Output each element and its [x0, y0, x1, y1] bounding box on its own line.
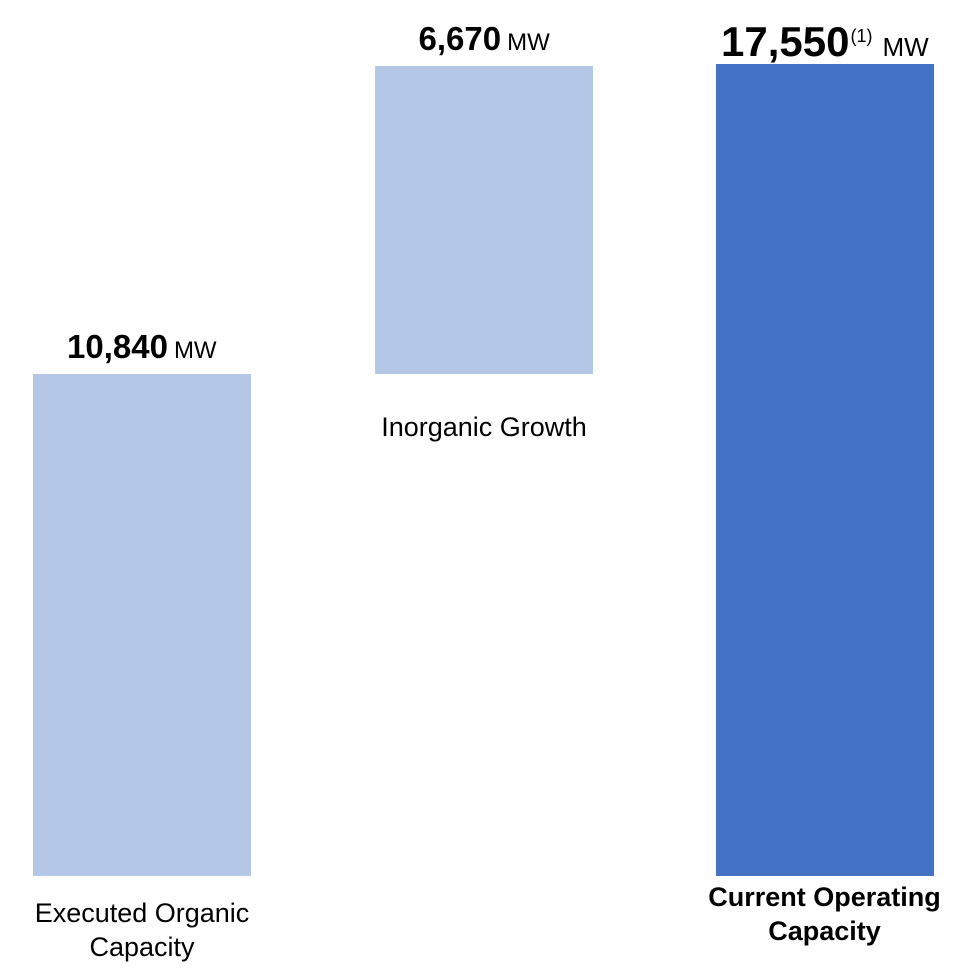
- bar-1: [33, 374, 251, 876]
- value-label-1: 10,840 MW: [67, 326, 217, 375]
- bar-2: [375, 65, 593, 375]
- value-unit: MW: [882, 32, 929, 62]
- category-label-2: Inorganic Growth: [381, 412, 587, 442]
- category-label-1: Executed Organic Capacity: [34, 898, 250, 962]
- value-number: 10,840: [67, 328, 168, 366]
- value-unit: MW: [507, 28, 550, 56]
- category-label-3: Current Operating Capacity: [708, 882, 941, 946]
- value-label-3: 17,550(1) MW: [721, 10, 929, 78]
- value-unit: MW: [173, 337, 217, 365]
- footnote-marker: (1): [850, 26, 873, 46]
- value-number: 17,550: [721, 18, 850, 65]
- value-number: 6,670: [418, 19, 502, 57]
- bar-3: [716, 64, 934, 876]
- value-label-2: 6,670 MW: [419, 18, 550, 67]
